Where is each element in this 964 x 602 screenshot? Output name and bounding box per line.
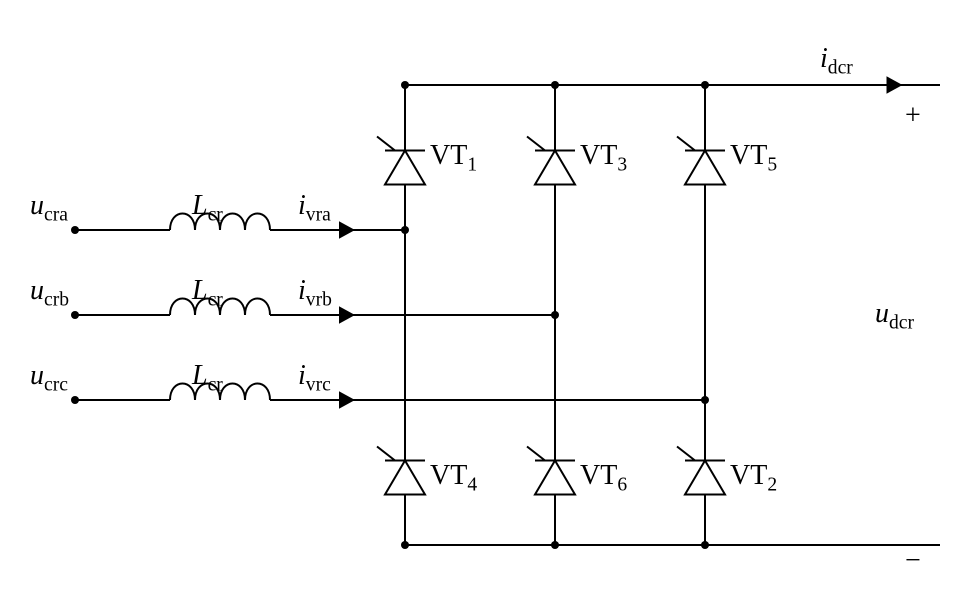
label-minus: − (905, 545, 921, 577)
label-ucrc: ucrc (30, 360, 68, 397)
label-vt2: VT2 (730, 460, 777, 497)
label-Lcr-b: Lcr (192, 275, 223, 312)
label-udcr: udcr (875, 298, 914, 335)
label-ivra: ivra (298, 190, 331, 227)
label-Lcr-c: Lcr (192, 360, 223, 397)
label-plus: + (905, 100, 921, 132)
label-vt1: VT1 (430, 140, 477, 177)
schematic-svg (0, 0, 964, 602)
label-ucrb: ucrb (30, 275, 69, 312)
label-ivrb: ivrb (298, 275, 332, 312)
label-ivrc: ivrc (298, 360, 331, 397)
label-Lcr-a: Lcr (192, 190, 223, 227)
label-vt6: VT6 (580, 460, 627, 497)
label-vt4: VT4 (430, 460, 477, 497)
circuit-diagram: ucra Lcr ivra ucrb Lcr ivrb ucrc Lcr ivr… (0, 0, 964, 602)
label-vt3: VT3 (580, 140, 627, 177)
label-ucra: ucra (30, 190, 68, 227)
label-vt5: VT5 (730, 140, 777, 177)
label-idcr: idcr (820, 43, 853, 80)
